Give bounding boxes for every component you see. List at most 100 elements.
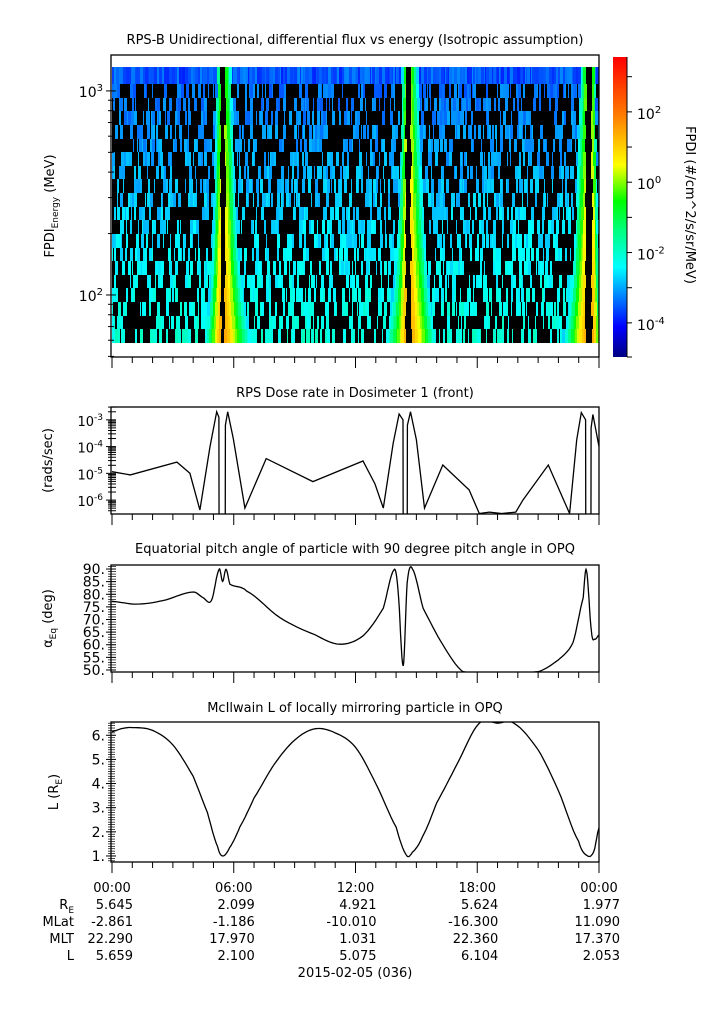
ephemeris-value: 2.100 <box>218 949 255 964</box>
x-tick-label: 06:00 <box>215 881 252 896</box>
y-tick-label: 80. <box>83 587 105 603</box>
ephemeris-value: 2.099 <box>218 898 255 913</box>
row-label: L <box>67 949 75 964</box>
tick-value: 85. <box>83 575 105 591</box>
ephemeris-value: 5.075 <box>339 949 376 964</box>
tick-value: 2. <box>92 825 105 841</box>
y-tick-label: 75. <box>83 600 105 616</box>
tick-base: 10 <box>77 442 94 457</box>
tick-value: 50. <box>83 663 105 679</box>
tick-base: 10 <box>77 468 94 483</box>
ylabel-subscript: E <box>55 779 65 785</box>
y-tick-label: 10-6 <box>77 493 103 510</box>
plot-frame <box>110 564 600 673</box>
ephemeris-value: 2.053 <box>583 949 620 964</box>
ephemeris-value: 11.090 <box>575 915 621 930</box>
ephemeris-value: 22.290 <box>88 932 134 947</box>
ephemeris-value: 4.921 <box>339 898 376 913</box>
tick-exponent: -4 <box>655 316 665 327</box>
ephemeris-value: 4.921 <box>339 898 376 913</box>
x-tick-label: 00:00 <box>93 881 130 896</box>
panel-title: RPS Dose rate in Dosimeter 1 (front) <box>236 386 474 401</box>
panel-title: McIlwain L of locally mirroring particle… <box>207 701 503 716</box>
ylabel-subscript: Energy <box>51 196 61 228</box>
x-tick-label: 12:00 <box>337 881 374 896</box>
y-tick-label: 2. <box>92 825 105 841</box>
tick-value: 3. <box>92 801 105 817</box>
panel-title: McIlwain L of locally mirroring particle… <box>207 701 503 716</box>
ylabel-suffix: (deg) <box>41 589 56 628</box>
ylabel-suffix: ) <box>47 774 62 779</box>
y-axis-label: L (RE) <box>47 774 65 810</box>
y-tick-label: 5. <box>92 752 105 768</box>
row-label-sub: E <box>68 906 74 916</box>
tick-base: 10 <box>637 107 655 123</box>
flux-spectrogram <box>112 67 599 343</box>
ephemeris-value: 17.370 <box>575 932 621 947</box>
plot-frame <box>110 406 600 515</box>
date-label: 2015-02-05 (036) <box>298 966 413 981</box>
y-tick-label: 10-3 <box>77 413 103 430</box>
y-tick-label: 6. <box>92 728 105 744</box>
ephemeris-value: 17.970 <box>209 932 255 947</box>
ylabel-subscript: Eq <box>49 628 59 639</box>
y-tick-label: 4. <box>92 777 105 793</box>
y-tick-label: 3. <box>92 801 105 817</box>
ephemeris-value: -1.186 <box>213 915 255 930</box>
plot-frame <box>110 54 600 358</box>
y-tick-label: 85. <box>83 575 105 591</box>
y-tick-label: 70. <box>83 613 105 629</box>
tick-exponent: 2 <box>97 287 103 298</box>
ephemeris-value: 5.624 <box>461 898 498 913</box>
panel-title: RPS Dose rate in Dosimeter 1 (front) <box>236 386 474 401</box>
y-axis-label: FPDIEnergy (MeV) <box>43 154 61 257</box>
ephemeris-value: 17.370 <box>575 932 621 947</box>
ephemeris-value: -10.010 <box>326 915 376 930</box>
ephemeris-value: -1.186 <box>213 915 255 930</box>
tick-base: 10 <box>637 248 655 264</box>
y-tick-label: 55. <box>83 650 105 666</box>
series-line <box>111 722 599 858</box>
x-tick-label: 06:00 <box>215 881 252 896</box>
ephemeris-value: 1.977 <box>583 898 620 913</box>
ephemeris-value: 5.624 <box>461 898 498 913</box>
panel-title: RPS-B Unidirectional, differential flux … <box>127 33 584 48</box>
ephemeris-value: 5.659 <box>96 949 133 964</box>
ephemeris-value: -2.861 <box>91 915 133 930</box>
tick-base: 10 <box>637 177 655 193</box>
date-label: 2015-02-05 (036) <box>298 966 413 981</box>
ephemeris-value: 1.977 <box>583 898 620 913</box>
y-tick-label: 10-5 <box>77 466 103 483</box>
ephemeris-value: -10.010 <box>326 915 376 930</box>
ephemeris-value: 5.645 <box>96 898 133 913</box>
tick-value: 60. <box>83 638 105 654</box>
tick-value: 65. <box>83 625 105 641</box>
tick-value: 5. <box>92 752 105 768</box>
panel-title: RPS-B Unidirectional, differential flux … <box>127 33 584 48</box>
panel-title: Equatorial pitch angle of particle with … <box>135 542 575 557</box>
ephemeris-value: 2.100 <box>218 949 255 964</box>
tick-base: 10 <box>77 495 94 510</box>
colorbar-tick-label: 102 <box>637 105 661 123</box>
ylabel-main: L (R <box>47 785 62 810</box>
tick-value: 70. <box>83 613 105 629</box>
ephemeris-value: 6.104 <box>461 949 498 964</box>
y-tick-label: 103 <box>79 83 103 101</box>
y-tick-label: 102 <box>79 287 103 305</box>
ephemeris-value: 17.970 <box>209 932 255 947</box>
x-tick-label: 12:00 <box>337 881 374 896</box>
tick-value: 55. <box>83 650 105 666</box>
y-tick-label: 50. <box>83 663 105 679</box>
x-tick-label: 00:00 <box>93 881 130 896</box>
ephemeris-value: 2.053 <box>583 949 620 964</box>
colorbar-tick-label: 10-2 <box>637 246 665 264</box>
tick-value: 75. <box>83 600 105 616</box>
row-label: MLat <box>42 915 74 930</box>
ephemeris-value: -2.861 <box>91 915 133 930</box>
ephemeris-row-label: L <box>67 949 75 964</box>
ylabel-main: α <box>41 639 56 648</box>
colorbar-label: FPDI (#/cm^2/s/sr/MeV) <box>682 126 697 284</box>
colorbar-tick-label: 100 <box>637 175 661 193</box>
